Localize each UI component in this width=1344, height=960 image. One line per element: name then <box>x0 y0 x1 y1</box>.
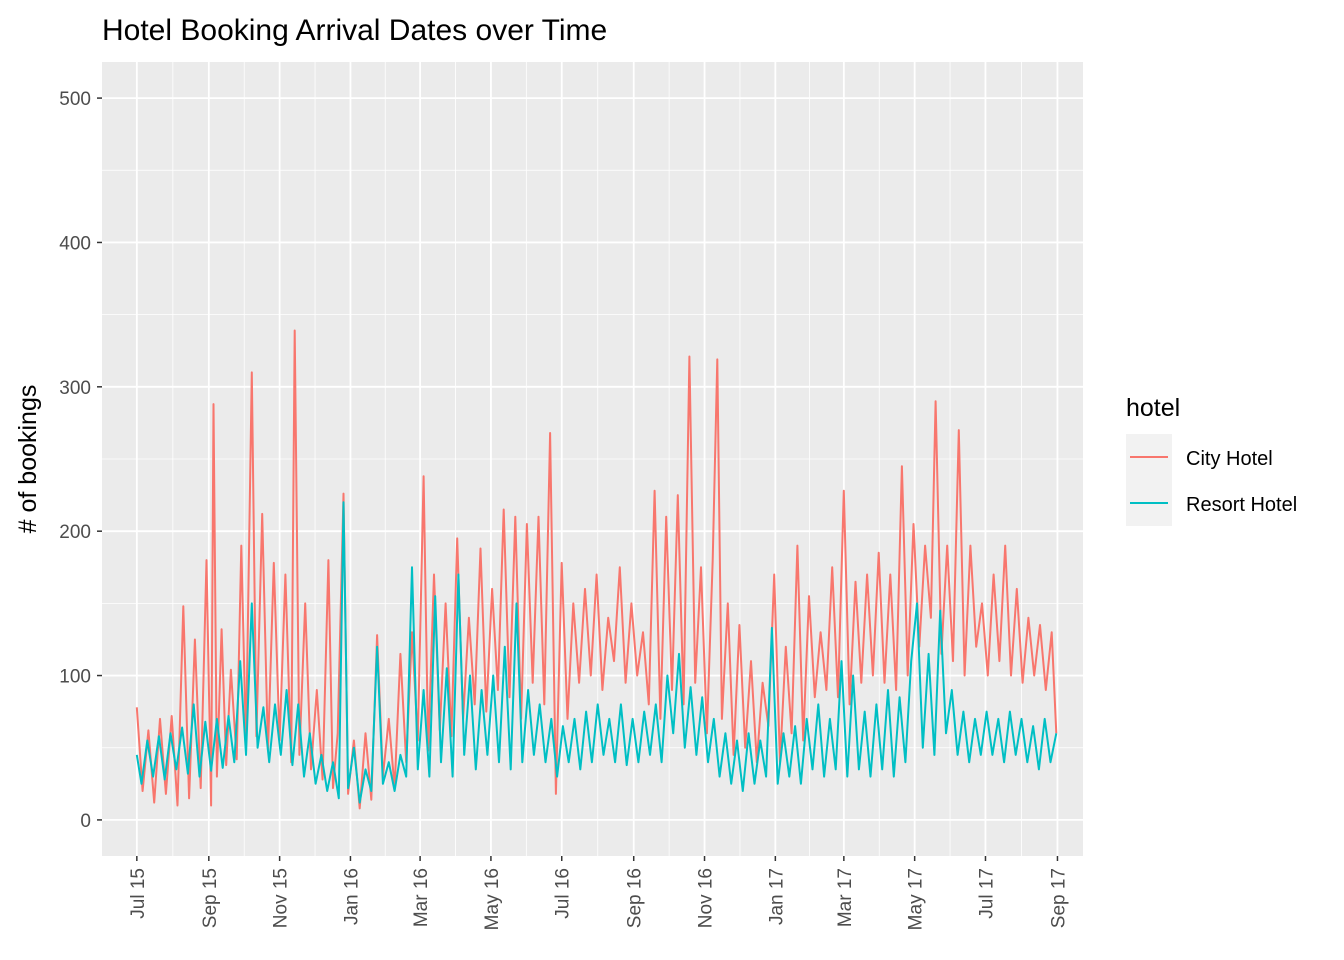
x-axis: Jul 15 Sep 15 Nov 15 Jan 16 Mar 16 May 16 Jul … <box>128 856 1069 930</box>
y-tick-label: 500 <box>59 89 91 110</box>
legend-title: hotel <box>1126 394 1180 422</box>
y-tick-label: 0 <box>80 811 91 832</box>
x-tick-label: Jul 17 <box>976 868 997 919</box>
x-tick-label: Mar 17 <box>835 868 856 927</box>
x-tick-label: Sep 15 <box>200 868 221 928</box>
legend-label: Resort Hotel <box>1186 494 1297 516</box>
legend-keys: City Hotel Resort Hotel <box>1126 434 1297 526</box>
x-tick-label: May 16 <box>482 868 503 930</box>
x-tick-label: Sep 17 <box>1048 868 1069 928</box>
x-tick-label: Jul 16 <box>553 868 574 919</box>
y-tick-label: 400 <box>59 233 91 254</box>
x-tick-label: Nov 15 <box>271 868 292 928</box>
legend: hotel City Hotel Resort Hotel <box>1126 394 1297 526</box>
series-line-resort-hotel <box>135 501 1058 804</box>
series-line-city-hotel <box>135 329 1058 810</box>
y-axis: 0 100 200 300 400 500 <box>59 89 102 832</box>
series-layer <box>135 329 1058 810</box>
x-tick-label: Jan 17 <box>766 868 787 925</box>
legend-label: City Hotel <box>1186 448 1273 470</box>
x-tick-label: Jan 16 <box>341 868 362 925</box>
x-tick-label: Nov 16 <box>696 868 717 928</box>
chart-title: Hotel Booking Arrival Dates over Time <box>102 14 607 47</box>
y-axis-label: # of bookings <box>14 385 42 534</box>
x-tick-label: Jul 15 <box>128 868 149 919</box>
y-tick-label: 200 <box>59 522 91 543</box>
x-tick-label: Sep 16 <box>625 868 646 928</box>
y-tick-label: 100 <box>59 667 91 688</box>
y-tick-label: 300 <box>59 378 91 399</box>
x-tick-label: May 17 <box>906 868 927 930</box>
x-tick-label: Mar 16 <box>411 868 432 927</box>
